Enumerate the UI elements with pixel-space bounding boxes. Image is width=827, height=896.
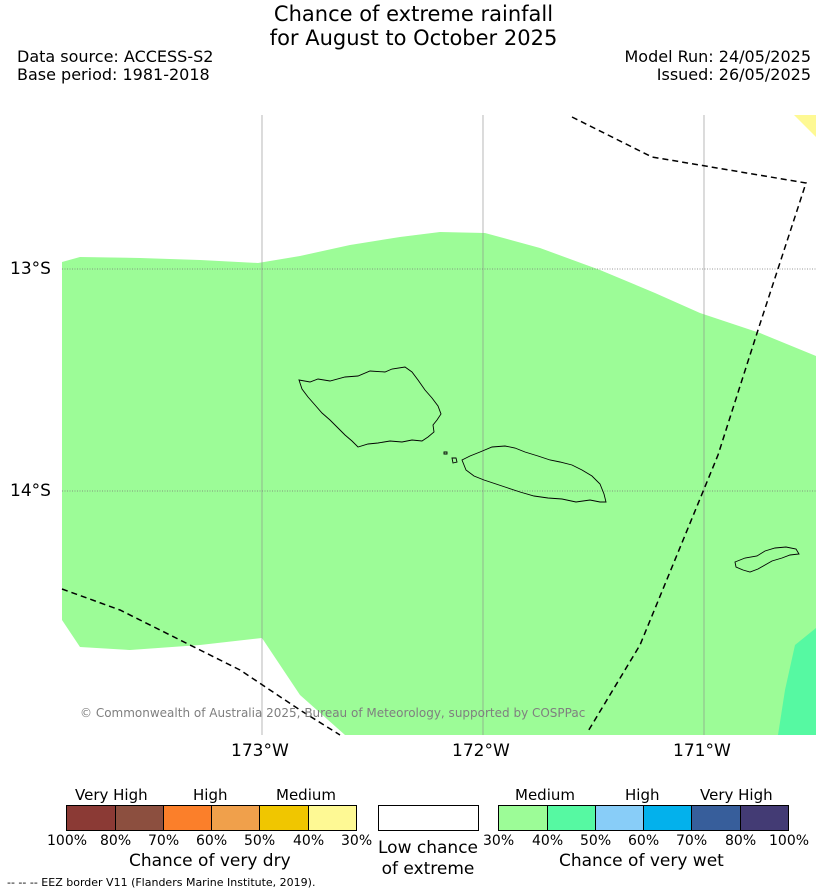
wet-tick-50: 50% xyxy=(580,833,612,849)
wet-swatch-30-40 xyxy=(499,806,548,830)
issued-date: Issued: 26/05/2025 xyxy=(656,65,811,84)
wet-legend-title: Chance of very wet xyxy=(559,851,724,871)
dry-swatch-60-70 xyxy=(164,806,212,830)
eez-footnote: -- -- -- EEZ border V11 (Flanders Marine… xyxy=(7,876,316,889)
manono-island xyxy=(451,457,458,464)
lat-label-14s: 14°S xyxy=(10,481,51,501)
low-chance-swatch xyxy=(378,805,479,831)
lon-label-171w: 171°W xyxy=(673,741,731,761)
wet-swatch-40-50 xyxy=(548,806,596,830)
upolu-island xyxy=(461,445,607,503)
wet-tick-60: 60% xyxy=(628,833,660,849)
map-title: Chance of extreme rainfall for August to… xyxy=(0,2,827,50)
dry-swatch-50-60 xyxy=(212,806,260,830)
wet-category-very-high: Very High xyxy=(700,786,773,804)
dry-swatch-30-40 xyxy=(309,806,356,830)
wet-tick-40: 40% xyxy=(532,833,564,849)
title-line-1: Chance of extreme rainfall xyxy=(273,2,554,26)
lon-label-172w: 172°W xyxy=(452,741,510,761)
model-run: Model Run: 24/05/2025 xyxy=(624,47,812,66)
dry-swatch-40-50 xyxy=(260,806,309,830)
wet-colorbar xyxy=(498,805,789,831)
dry-tick-100: 100% xyxy=(47,833,88,849)
low-chance-line-1: Low chance xyxy=(378,838,478,858)
gridlines xyxy=(261,115,705,735)
savaii-island xyxy=(298,366,442,448)
wet-swatch-50-60 xyxy=(596,806,644,830)
dry-category-medium: Medium xyxy=(276,786,336,804)
wet-tick-100: 100% xyxy=(769,833,810,849)
dry-tick-70: 70% xyxy=(148,833,180,849)
medium-wet-region xyxy=(62,232,816,735)
lat-label-13s: 13°S xyxy=(10,259,51,279)
wet-tick-80: 80% xyxy=(725,833,757,849)
lat-gridlines xyxy=(62,268,816,492)
medium-dry-region xyxy=(794,115,816,137)
title-line-2: for August to October 2025 xyxy=(269,26,558,50)
apolima-island xyxy=(443,451,448,455)
meta-left: Data source: ACCESS-S2 Base period: 1981… xyxy=(17,48,213,84)
dry-swatch-80-100 xyxy=(67,806,116,830)
eez-border xyxy=(61,116,807,736)
wet-tick-70: 70% xyxy=(676,833,708,849)
dry-tick-60: 60% xyxy=(196,833,228,849)
wet-swatch-80-100 xyxy=(741,806,788,830)
dry-colorbar xyxy=(66,805,357,831)
dry-category-high: High xyxy=(193,786,228,804)
dry-category-very-high: Very High xyxy=(75,786,148,804)
low-chance-line-2: of extreme xyxy=(381,859,475,879)
dry-swatch-70-80 xyxy=(116,806,164,830)
dry-legend-title: Chance of very dry xyxy=(129,851,291,871)
copyright-text: © Commonwealth of Australia 2025, Bureau… xyxy=(80,706,586,720)
wet-swatch-60-70 xyxy=(644,806,692,830)
islands xyxy=(298,366,800,573)
wet-category-high: High xyxy=(625,786,660,804)
tutuila-island xyxy=(734,546,800,573)
wet-tick-30: 30% xyxy=(483,833,515,849)
dry-tick-30: 30% xyxy=(341,833,373,849)
data-source: Data source: ACCESS-S2 xyxy=(17,47,214,66)
lon-label-173w: 173°W xyxy=(231,741,289,761)
dry-tick-50: 50% xyxy=(244,833,276,849)
meta-right: Model Run: 24/05/2025 Issued: 26/05/2025 xyxy=(625,48,812,84)
low-chance-label: Low chance of extreme xyxy=(377,838,479,880)
dry-tick-80: 80% xyxy=(100,833,132,849)
base-period: Base period: 1981-2018 xyxy=(17,65,210,84)
high-wet-region xyxy=(778,628,816,735)
dry-tick-40: 40% xyxy=(293,833,325,849)
wet-swatch-70-80 xyxy=(692,806,741,830)
wet-category-medium: Medium xyxy=(515,786,575,804)
